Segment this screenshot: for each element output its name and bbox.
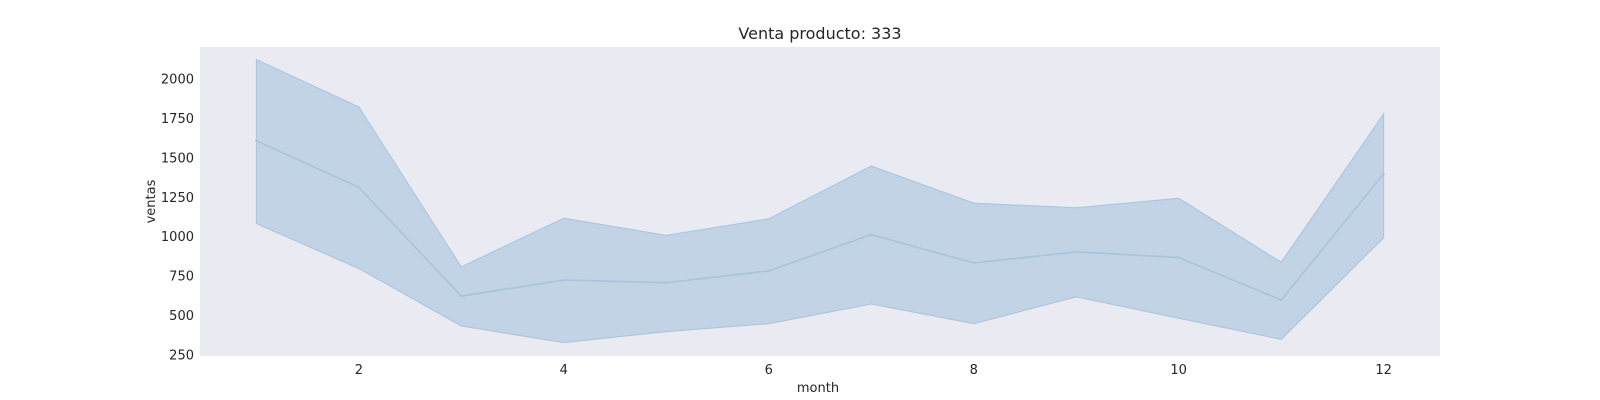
data-point [1074, 250, 1078, 254]
data-point [357, 186, 361, 189]
x-tick-label: 4 [560, 363, 568, 378]
y-axis-ticks: 250 500 750 1000 1250 1500 1750 2000 [161, 73, 194, 364]
x-tick-label: 8 [970, 363, 978, 378]
y-tick-label: 2000 [161, 73, 194, 88]
x-axis-label: month [797, 381, 839, 396]
y-axis-label: ventas [144, 179, 159, 223]
data-point [460, 294, 463, 298]
data-point [870, 233, 873, 236]
y-tick-label: 750 [169, 270, 194, 285]
data-point [972, 261, 975, 265]
confidence-band-layer [255, 58, 1385, 344]
confidence-band [255, 58, 1385, 344]
line-layer [255, 139, 1385, 302]
x-tick-label: 6 [765, 363, 773, 378]
x-tick-label: 12 [1375, 363, 1392, 378]
series-line [256, 140, 1385, 301]
y-tick-label: 1750 [161, 112, 194, 127]
x-axis-ticks: 2 4 6 8 10 12 [355, 363, 1392, 378]
data-point [1382, 172, 1385, 176]
data-point [767, 269, 770, 273]
y-tick-label: 1000 [161, 230, 194, 245]
y-tick-label: 500 [169, 309, 194, 324]
y-tick-label: 250 [169, 348, 194, 363]
data-point [255, 139, 258, 143]
y-tick-label: 1500 [161, 151, 194, 166]
data-point [562, 278, 566, 282]
data-point [665, 281, 668, 284]
x-tick-label: 10 [1170, 363, 1187, 378]
x-tick-label: 2 [355, 363, 363, 378]
data-point [1279, 298, 1283, 302]
y-tick-label: 1250 [161, 191, 194, 206]
data-point [1177, 256, 1180, 259]
chart-title: Venta producto: 333 [738, 24, 901, 43]
